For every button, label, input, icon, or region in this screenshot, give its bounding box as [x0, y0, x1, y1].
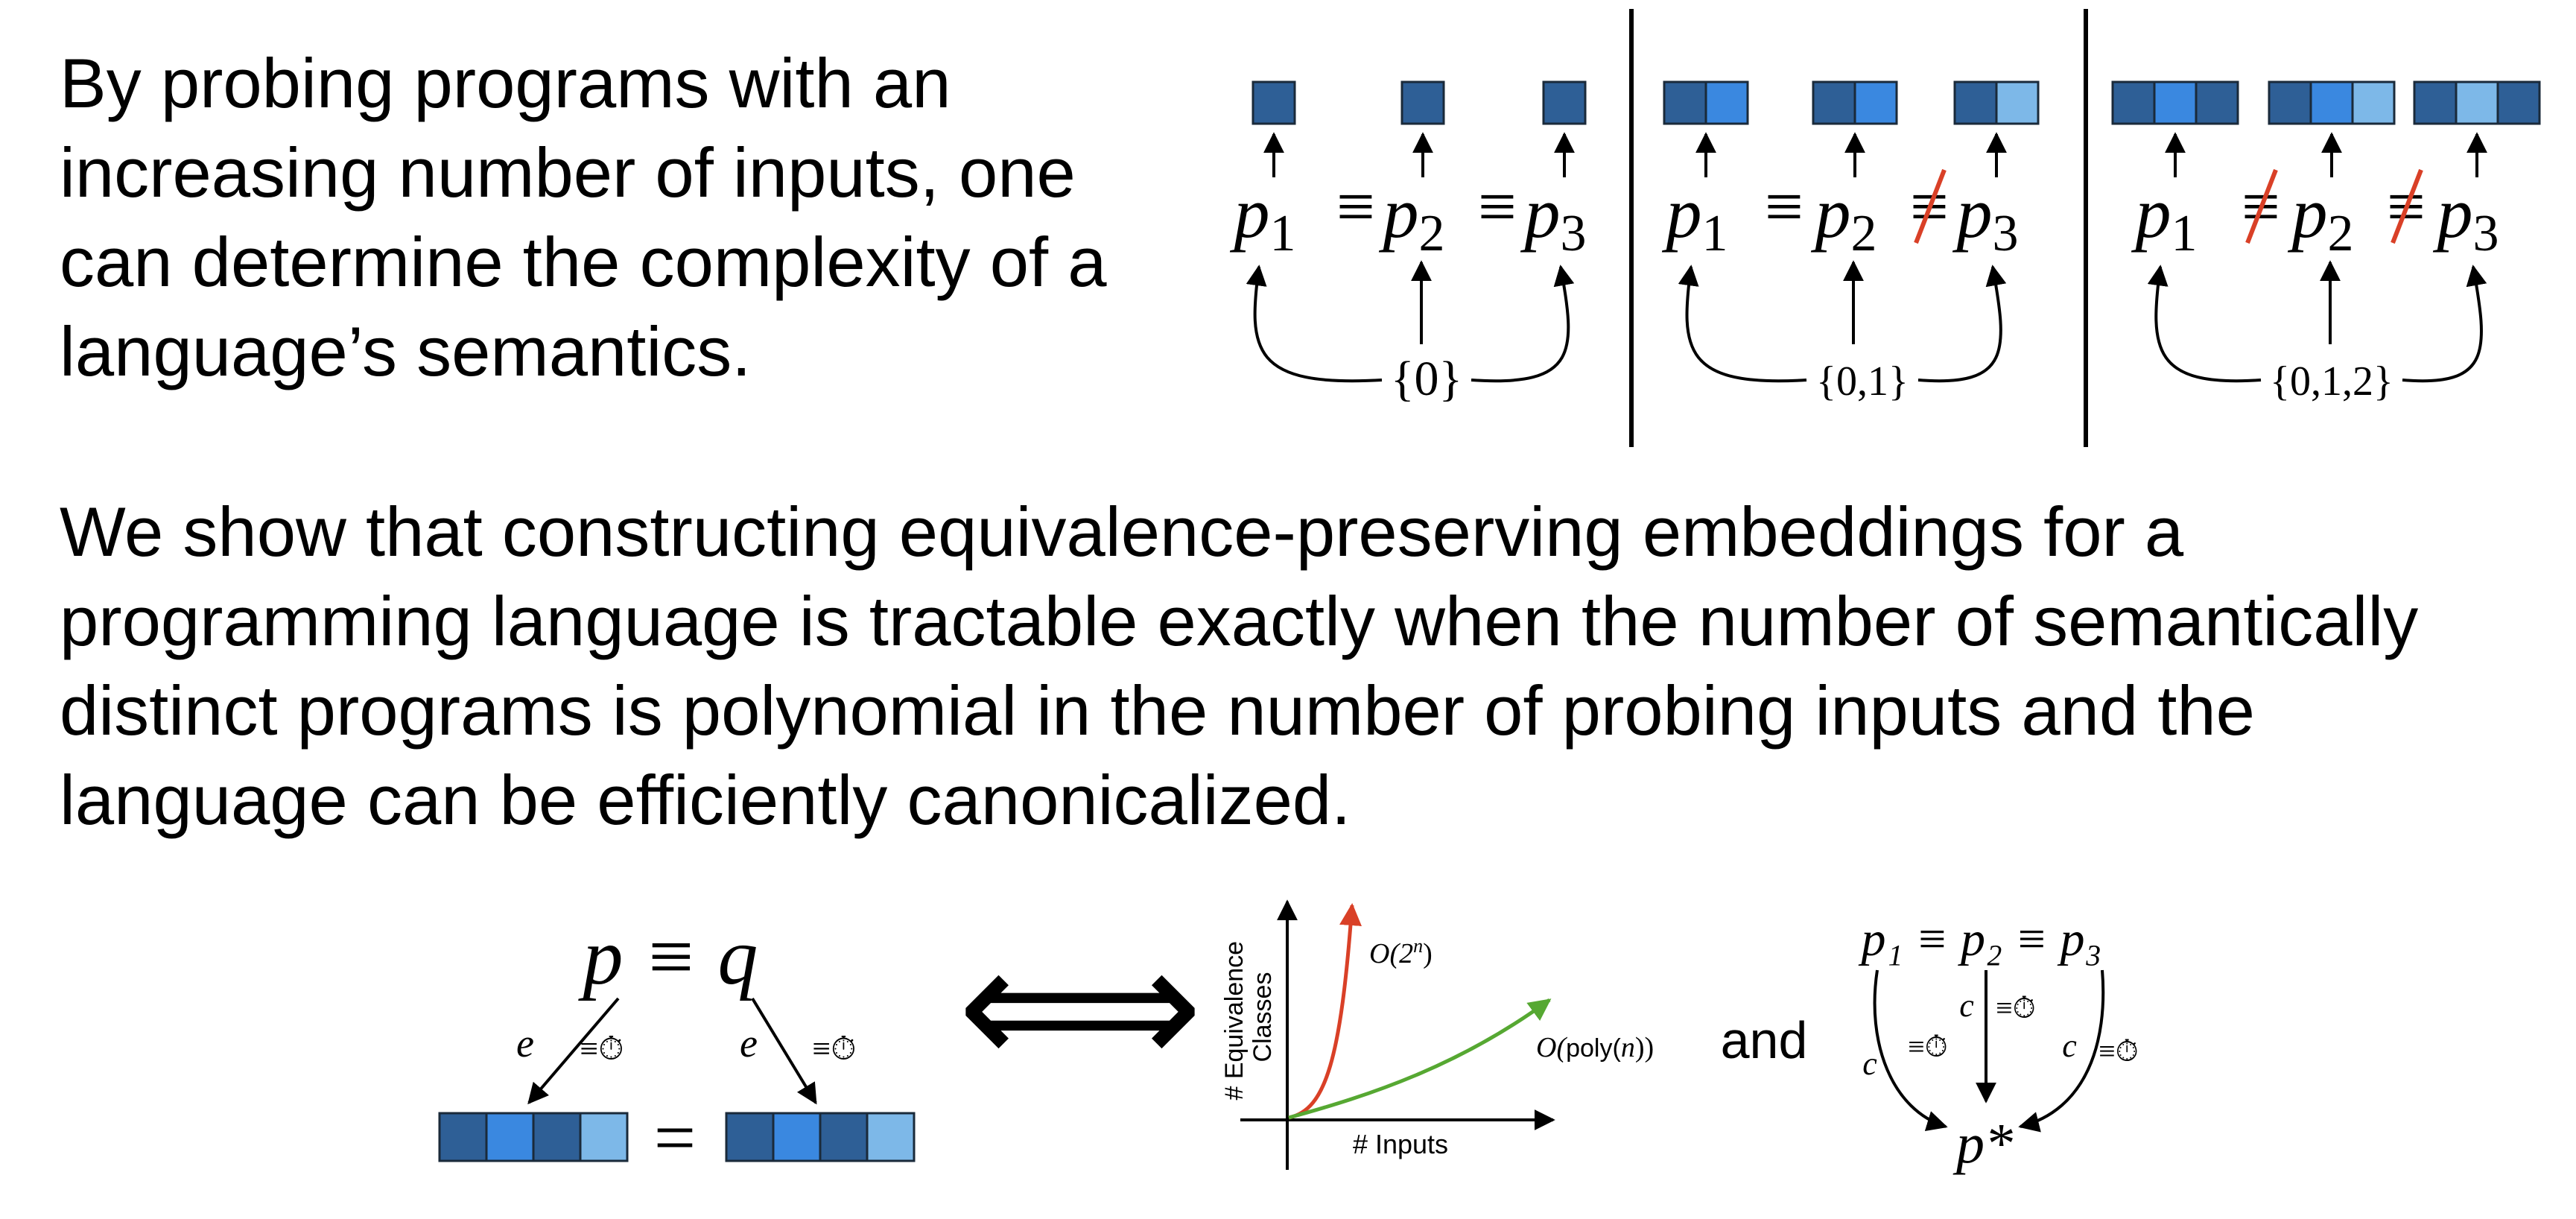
embed-label-right: e	[740, 1021, 758, 1066]
input-set-label: {0}	[1391, 352, 1462, 406]
embedding-cell	[866, 1112, 916, 1162]
canon-label-left: c	[1862, 1045, 1877, 1082]
probe-curve-arrow	[1471, 265, 1575, 383]
equivalence-relation: ≡	[1336, 168, 1375, 244]
result-line: programming language is tractable exactl…	[60, 582, 2419, 660]
probe-embedding-cell	[1953, 80, 1998, 125]
negation-slash	[2245, 168, 2278, 244]
embedding-cell	[819, 1112, 869, 1162]
embedding-cell	[532, 1112, 582, 1162]
probe-embedding-cell	[1995, 80, 2040, 125]
intro-line: language’s semantics.	[60, 312, 752, 390]
polynomial-label: O(poly(n))	[1536, 1032, 1654, 1063]
program-label: p2	[1379, 173, 1445, 262]
program-label: p1	[1230, 173, 1296, 262]
embedding-cell	[725, 1112, 775, 1162]
and-label: and	[1721, 1011, 1808, 1069]
probe-embedding-cell	[1251, 80, 1296, 125]
probe-embedding-cell	[1400, 80, 1445, 125]
result-line: We show that constructing equivalence-pr…	[60, 493, 2184, 571]
probe-embedding-cell	[2455, 80, 2499, 125]
equivalence-diagram: p ≡ q e ≡⏱ e ≡⏱ =	[438, 913, 916, 1179]
program-label: p1	[1662, 173, 1728, 262]
canon-efficient-left: ≡⏱	[1908, 1030, 1948, 1063]
complexity-chart: # Equivalence Classes # Inputs O(2n) O(p…	[1220, 899, 1654, 1170]
chart-x-label: # Inputs	[1353, 1129, 1448, 1159]
probe-panel: p1 p2 p3≡ ≡{0}	[1230, 80, 1587, 406]
probe-curve-arrow	[1246, 265, 1383, 383]
embed-arrow-right	[751, 997, 817, 1105]
canon-arrow-right	[2018, 969, 2105, 1133]
embedding-cell	[438, 1112, 488, 1162]
program-label: p3	[1952, 173, 2019, 262]
result-paragraph: We show that constructing equivalence-pr…	[60, 487, 2563, 845]
program-label: p1	[2131, 173, 2198, 262]
embed-arrow-left	[527, 997, 620, 1105]
embedding-cell	[772, 1112, 822, 1162]
probe-embedding-cell	[1542, 80, 1587, 125]
program-label: p2	[2288, 173, 2354, 262]
canonicalization-diagram: p₁ ≡ p₂ ≡ p₃ c ≡⏱ c ≡⏱ c ≡⏱ p*	[1859, 912, 2139, 1175]
probe-embedding-cell	[1663, 80, 1707, 125]
program-label: p3	[1520, 173, 1587, 262]
canon-efficient-right: ≡⏱	[2098, 1034, 2139, 1068]
embedding-vector-left	[438, 1112, 629, 1162]
intro-line: increasing number of inputs, one	[60, 133, 1076, 212]
probe-embedding-cell	[1704, 80, 1749, 125]
probe-embedding-cell	[1812, 80, 1856, 125]
efficient-label-right: ≡⏱	[812, 1030, 856, 1067]
negation-slash	[2391, 168, 2423, 244]
probe-embedding-cell	[2268, 80, 2312, 125]
exponential-label: O(2n)	[1369, 935, 1433, 969]
probe-embedding-cell	[2153, 80, 2198, 125]
probe-curve-arrow	[1917, 265, 2007, 383]
probe-embedding-cell	[2413, 80, 2458, 125]
program-label: p3	[2433, 173, 2499, 262]
canon-arrow-left	[1873, 969, 1948, 1131]
input-set-label: {0,1,2}	[2270, 358, 2393, 405]
probe-embedding-cell	[1853, 80, 1898, 125]
embedding-equals: =	[654, 1096, 696, 1179]
probe-curve-arrow	[1678, 265, 1807, 383]
canonical-result: p*	[1952, 1112, 2013, 1175]
probe-embedding-cell	[2496, 80, 2541, 125]
result-line: language can be efficiently canonicalize…	[60, 761, 1351, 839]
embedding-vector-right	[725, 1112, 916, 1162]
probe-embedding-cell	[2111, 80, 2156, 125]
probe-curve-arrow	[2147, 265, 2262, 383]
negation-slash	[1914, 168, 1947, 244]
probe-embedding-cell	[2309, 80, 2354, 125]
probe-curve-arrow	[2402, 265, 2487, 383]
equivalence-relation: ≡	[1765, 168, 1803, 244]
embedding-cell	[579, 1112, 629, 1162]
intro-paragraph: By probing programs with an increasing n…	[60, 39, 1207, 396]
intro-line: can determine the complexity of a	[60, 223, 1107, 301]
program-label: p2	[1811, 173, 1877, 262]
probe-embedding-cell	[2195, 80, 2239, 125]
exponential-curve	[1288, 903, 1362, 1120]
embedding-cell	[485, 1112, 535, 1162]
canon-label-right: c	[2062, 1028, 2077, 1064]
polynomial-curve	[1288, 998, 1552, 1120]
result-line: distinct programs is polynomial in the n…	[60, 671, 2255, 750]
chart-y-label: # Equivalence Classes	[1220, 934, 1277, 1100]
iff-symbol: ⟺	[957, 913, 1203, 1103]
intro-line: By probing programs with an	[60, 44, 951, 122]
canon-efficient-middle: ≡⏱	[1996, 991, 2036, 1025]
efficient-label-left: ≡⏱	[580, 1030, 624, 1067]
p-equiv-q-label: p ≡ q	[578, 913, 758, 1001]
embed-label-left: e	[516, 1021, 534, 1066]
canon-label-middle: c	[1959, 987, 1974, 1024]
probe-embedding-cell	[2351, 80, 2396, 125]
equivalence-relation: ≡	[1478, 168, 1517, 244]
canonical-top-label: p₁ ≡ p₂ ≡ p₃	[1859, 912, 2102, 966]
input-set-label: {0,1}	[1816, 358, 1909, 405]
